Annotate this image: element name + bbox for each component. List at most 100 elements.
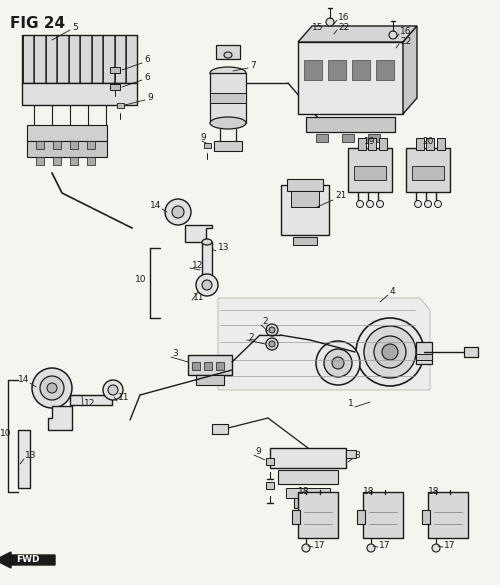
Bar	[68, 35, 79, 83]
Text: 3: 3	[172, 349, 178, 359]
Bar	[266, 482, 274, 489]
Bar	[416, 342, 432, 364]
Circle shape	[374, 336, 406, 368]
Circle shape	[367, 544, 375, 552]
Circle shape	[364, 326, 416, 378]
Bar	[204, 143, 211, 148]
Bar	[464, 347, 478, 357]
Text: 18: 18	[363, 487, 374, 497]
Ellipse shape	[202, 239, 212, 245]
Circle shape	[47, 383, 57, 393]
FancyArrow shape	[0, 552, 55, 568]
Text: 10: 10	[0, 428, 12, 438]
Bar	[416, 138, 424, 150]
Bar	[352, 60, 370, 80]
Bar	[216, 45, 240, 59]
Bar	[214, 141, 242, 151]
Text: 13: 13	[218, 243, 230, 253]
Bar	[422, 510, 430, 524]
Bar	[34, 35, 44, 83]
Bar	[53, 157, 61, 165]
Text: 21: 21	[335, 191, 346, 199]
Bar	[126, 35, 136, 83]
Text: 1: 1	[348, 400, 354, 408]
Bar	[437, 138, 445, 150]
Bar	[286, 488, 330, 498]
Circle shape	[32, 368, 72, 408]
Text: 6: 6	[144, 73, 150, 81]
Bar	[202, 242, 212, 280]
Bar	[110, 84, 120, 90]
Bar	[368, 138, 376, 150]
Polygon shape	[185, 225, 212, 242]
Text: 22: 22	[400, 37, 411, 46]
Bar	[80, 35, 90, 83]
Bar	[406, 148, 450, 192]
Circle shape	[382, 344, 398, 360]
Bar	[292, 510, 300, 524]
Text: 9: 9	[255, 448, 261, 456]
Bar	[348, 148, 392, 192]
Text: 19: 19	[364, 137, 376, 146]
Circle shape	[424, 201, 432, 208]
Bar	[36, 157, 44, 165]
Circle shape	[202, 280, 212, 290]
Bar	[57, 35, 68, 83]
Bar	[87, 157, 95, 165]
Text: 11: 11	[193, 292, 204, 301]
Bar	[357, 510, 365, 524]
Circle shape	[356, 318, 424, 386]
Text: 14: 14	[150, 201, 162, 211]
Bar	[36, 141, 44, 149]
Circle shape	[269, 341, 275, 347]
Bar	[188, 355, 232, 375]
Bar	[70, 395, 112, 405]
Polygon shape	[298, 26, 417, 42]
Text: 8: 8	[354, 452, 360, 460]
Bar	[316, 134, 328, 142]
Circle shape	[434, 201, 442, 208]
Text: 18: 18	[298, 487, 310, 497]
Bar	[70, 157, 78, 165]
Bar	[270, 448, 346, 468]
Bar	[291, 191, 319, 207]
Bar	[287, 179, 323, 191]
Bar	[294, 498, 322, 508]
Bar	[46, 35, 56, 83]
Bar	[428, 492, 468, 538]
Circle shape	[266, 324, 278, 336]
Bar	[110, 67, 120, 73]
Bar	[412, 166, 444, 180]
Text: 17: 17	[444, 541, 456, 549]
Text: FIG 24: FIG 24	[10, 16, 65, 31]
Text: 22: 22	[338, 23, 349, 33]
Text: 6: 6	[144, 56, 150, 64]
Bar	[196, 375, 224, 385]
Circle shape	[326, 18, 334, 26]
Bar	[363, 492, 403, 538]
Bar	[216, 362, 224, 370]
Circle shape	[172, 206, 184, 218]
Text: 15: 15	[312, 23, 324, 33]
Circle shape	[165, 199, 191, 225]
Text: 14: 14	[18, 376, 30, 384]
Text: 5: 5	[72, 22, 78, 32]
Bar	[27, 141, 107, 157]
Text: 20: 20	[422, 137, 434, 146]
Text: 17: 17	[379, 541, 390, 549]
Bar	[379, 138, 387, 150]
Bar	[192, 362, 200, 370]
Circle shape	[196, 274, 218, 296]
Bar	[266, 458, 274, 465]
Text: 11: 11	[118, 394, 130, 402]
Text: 12: 12	[84, 398, 96, 408]
Circle shape	[332, 357, 344, 369]
Ellipse shape	[224, 52, 232, 58]
Bar	[342, 134, 354, 142]
Text: 10: 10	[135, 276, 146, 284]
Circle shape	[108, 385, 118, 395]
Circle shape	[324, 349, 352, 377]
Circle shape	[414, 201, 422, 208]
Ellipse shape	[210, 67, 246, 79]
Bar	[87, 141, 95, 149]
